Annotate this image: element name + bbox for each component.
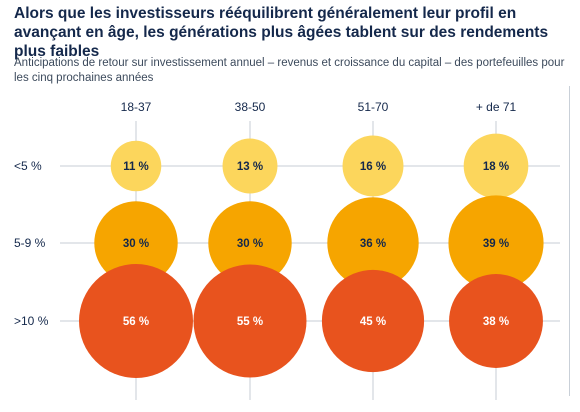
bubble-r3-c2 bbox=[193, 264, 307, 378]
bubble-label-r2-c4: 39 % bbox=[483, 238, 509, 250]
bubble-label-r1-c3: 16 % bbox=[360, 161, 386, 173]
bubble-r3-c1 bbox=[79, 264, 193, 378]
row-label-2: 5-9 % bbox=[14, 236, 46, 250]
row-label-3: >10 % bbox=[14, 314, 49, 328]
bubble-r2-c3 bbox=[327, 197, 419, 289]
right-divider bbox=[569, 86, 570, 396]
bubble-r3-c4 bbox=[449, 274, 543, 368]
bubble-r3-c3 bbox=[321, 269, 425, 373]
column-header-3: 51-70 bbox=[358, 100, 389, 114]
bubble-label-r3-c1: 56 % bbox=[123, 316, 149, 328]
row-label-1: <5 % bbox=[14, 159, 42, 173]
bubble-r1-c3 bbox=[342, 135, 404, 197]
bubble-label-r3-c2: 55 % bbox=[237, 316, 263, 328]
bubble-r1-c1 bbox=[110, 140, 162, 192]
column-header-4: + de 71 bbox=[476, 100, 517, 114]
column-header-1: 18-37 bbox=[121, 100, 152, 114]
bubble-label-r2-c2: 30 % bbox=[237, 238, 263, 250]
bubble-label-r1-c2: 13 % bbox=[237, 161, 263, 173]
bubble-label-r2-c1: 30 % bbox=[123, 238, 149, 250]
bubble-label-r1-c1: 11 % bbox=[123, 161, 149, 173]
column-header-2: 38-50 bbox=[235, 100, 266, 114]
chart-title: Alors que les investisseurs rééquilibren… bbox=[14, 5, 549, 60]
bubble-label-r2-c3: 36 % bbox=[360, 238, 386, 250]
bubble-r1-c2 bbox=[222, 138, 278, 194]
chart-subtitle: Anticipations de retour sur investisseme… bbox=[14, 57, 565, 84]
bubble-r2-c2 bbox=[208, 201, 292, 285]
bubble-label-r1-c4: 18 % bbox=[483, 161, 509, 173]
bubble-label-r3-c4: 38 % bbox=[483, 316, 509, 328]
bubble-r1-c4 bbox=[463, 133, 529, 199]
bubble-r2-c4 bbox=[448, 195, 544, 291]
bubble-r2-c1 bbox=[94, 201, 178, 285]
bubble-label-r3-c3: 45 % bbox=[360, 316, 386, 328]
